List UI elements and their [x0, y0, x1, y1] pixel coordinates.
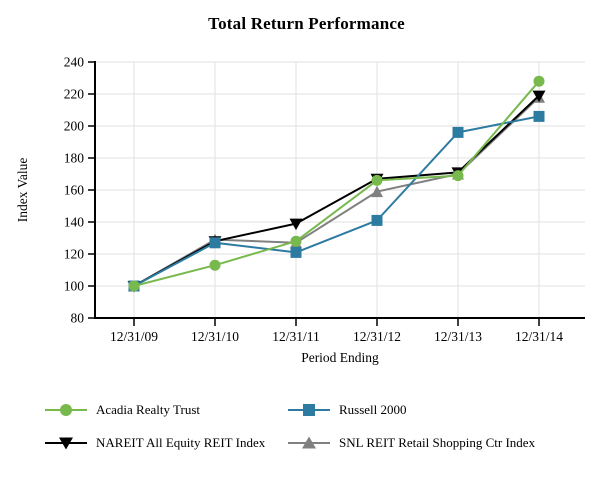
triangle-down-marker-icon: [59, 437, 73, 450]
circle-marker-icon: [60, 404, 72, 416]
y-tick-label: 160: [64, 183, 85, 198]
y-tick-label: 100: [64, 279, 85, 294]
y-tick-label: 180: [64, 151, 85, 166]
y-tick-label: 240: [64, 55, 85, 70]
series-1-point: [533, 110, 545, 122]
legend-marker-triangle-up-icon: [288, 436, 330, 449]
legend-item-russell-2000: Russell 2000: [288, 402, 407, 418]
y-axis-title: Index Value: [15, 158, 30, 223]
series-3-point: [371, 185, 383, 198]
legend-marker-triangle-down-icon: [45, 437, 87, 450]
series-1-point: [452, 126, 464, 138]
square-marker-icon: [303, 404, 315, 416]
series-line-1: [133, 115, 540, 287]
series-0-point: [533, 75, 545, 87]
series-0-point: [452, 170, 464, 182]
series-1-point: [371, 214, 383, 226]
x-tick-label: 12/31/14: [515, 329, 563, 344]
triangle-up-marker-icon: [302, 436, 316, 449]
x-axis-title: Period Ending: [301, 350, 379, 365]
y-tick-label: 220: [64, 87, 85, 102]
legend-label: SNL REIT Retail Shopping Ctr Index: [339, 435, 536, 450]
legend-label: Russell 2000: [339, 402, 407, 417]
x-tick-label: 12/31/11: [272, 329, 320, 344]
legend-marker-square-icon: [288, 404, 330, 416]
series-line-0: [133, 80, 540, 287]
legend-label: Acadia Realty Trust: [96, 402, 200, 417]
series-1-point: [209, 237, 221, 249]
x-tick-label: 12/31/10: [191, 329, 239, 344]
x-tick-label: 12/31/12: [353, 329, 401, 344]
series-0-point: [128, 280, 140, 292]
series-1-point: [290, 246, 302, 258]
y-tick-label: 120: [64, 247, 85, 262]
y-tick-label: 140: [64, 215, 85, 230]
legend-item-nareit-all-equity-reit-index: NAREIT All Equity REIT Index: [45, 435, 265, 451]
series-2-point: [532, 90, 546, 103]
series-2-point: [289, 218, 303, 231]
legend-item-acadia-realty-trust: Acadia Realty Trust: [45, 402, 200, 418]
legend-item-snl-reit-retail-shopping-ctr-index: SNL REIT Retail Shopping Ctr Index: [288, 435, 535, 451]
series-0-point: [290, 235, 302, 247]
x-tick-label: 12/31/13: [434, 329, 482, 344]
legend-label: NAREIT All Equity REIT Index: [96, 435, 266, 450]
y-tick-label: 80: [71, 311, 85, 326]
legend-marker-circle-icon: [45, 404, 87, 416]
plot-area: 80 100 120 140 160 180 200 220 240 12/31/09 12/31/…: [15, 55, 585, 365]
series-0-point: [209, 259, 221, 271]
y-tick-label: 200: [64, 119, 85, 134]
x-tick-label: 12/31/09: [110, 329, 158, 344]
series-line-2: [133, 94, 540, 287]
chart-title: Total Return Performance: [208, 14, 405, 33]
series-0-point: [371, 174, 383, 186]
